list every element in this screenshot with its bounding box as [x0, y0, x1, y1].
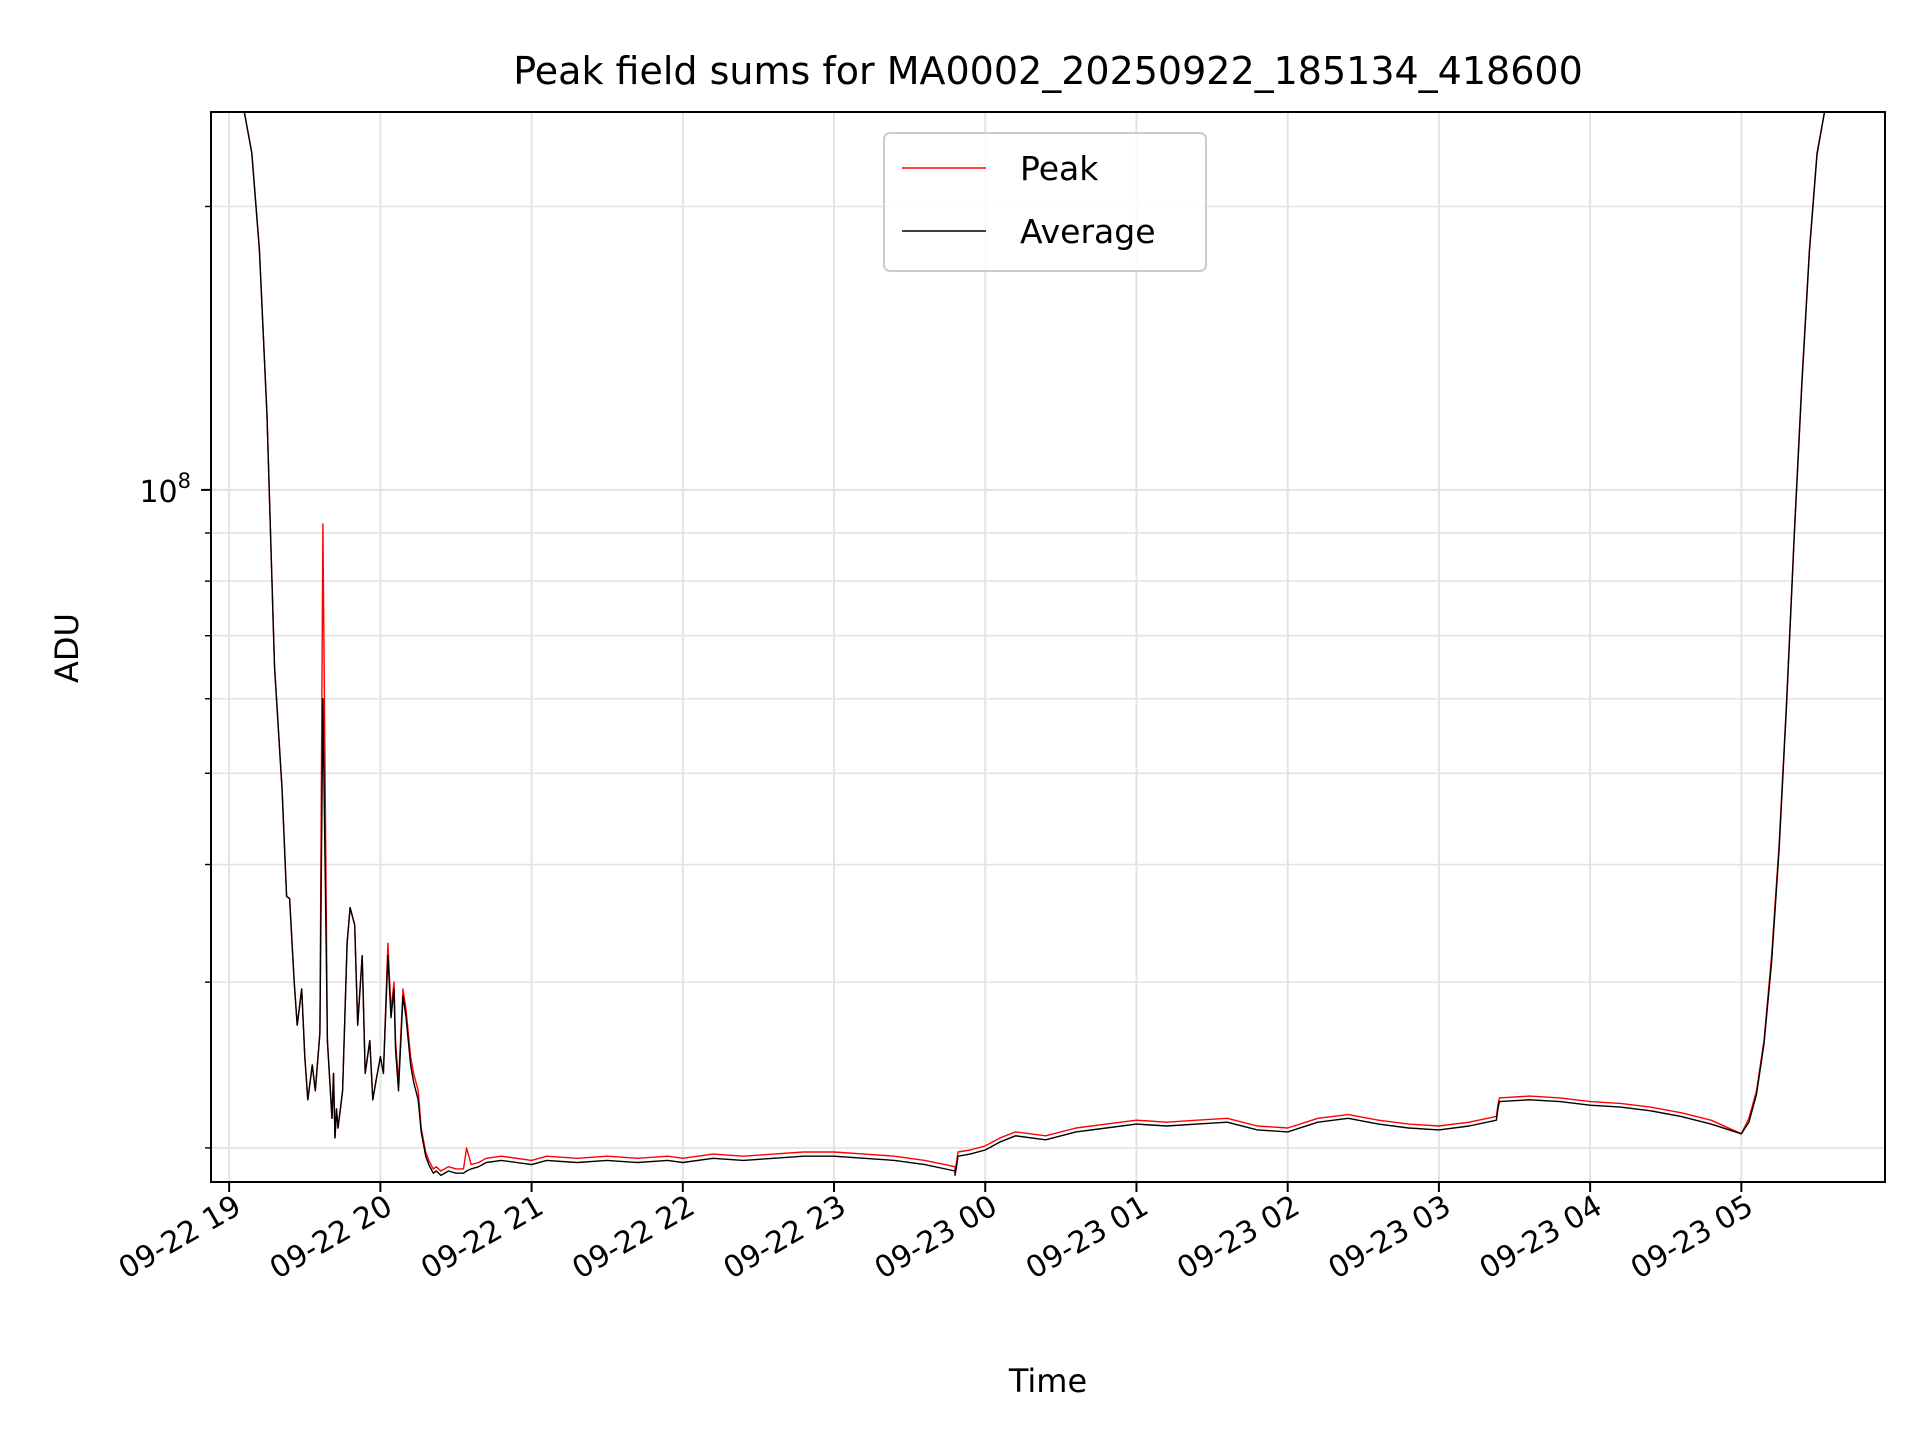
legend: Peak Average: [883, 132, 1207, 272]
legend-label-average: Average: [1020, 212, 1156, 251]
series-line-average: [211, 112, 1885, 1177]
plot-frame: [210, 111, 1886, 1183]
legend-label-peak: Peak: [1020, 149, 1099, 188]
chart-title: Peak field sums for MA0002_20250922_1851…: [513, 49, 1583, 93]
x-axis-label: Time: [1008, 1362, 1087, 1400]
y-axis-label: ADU: [48, 613, 86, 683]
